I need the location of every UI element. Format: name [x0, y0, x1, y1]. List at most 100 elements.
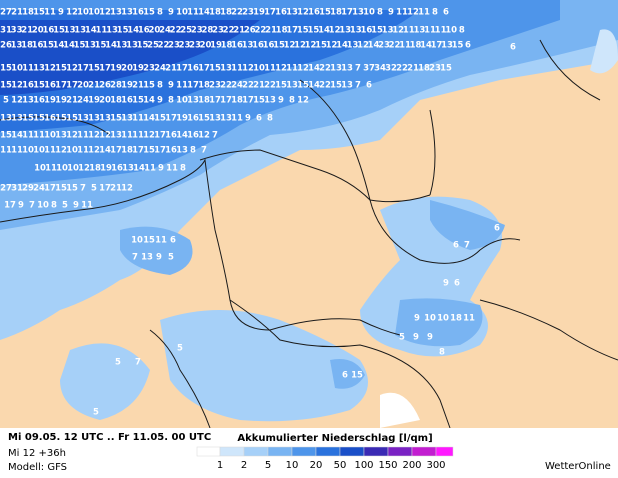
- precip-value: 15: [88, 64, 100, 74]
- precip-value: 15: [55, 114, 67, 124]
- precip-value: 17: [77, 64, 89, 74]
- precip-value: 14: [127, 26, 139, 36]
- precip-value: 13: [77, 114, 89, 124]
- legend-swatch: [196, 446, 221, 457]
- precip-value: 15: [307, 26, 319, 36]
- precip-value: 13: [11, 41, 23, 51]
- precip-value: 15: [371, 26, 383, 36]
- precip-value: 24: [231, 81, 243, 91]
- precip-value: 12: [88, 146, 100, 156]
- legend-level: 2: [241, 460, 247, 471]
- precip-value: 11: [121, 131, 133, 141]
- precip-value: 14: [420, 41, 432, 51]
- precip-value: 6: [494, 224, 500, 234]
- precip-value: 18: [231, 96, 243, 106]
- precip-value: 17: [132, 146, 144, 156]
- precip-value: 9: [156, 253, 162, 263]
- precip-value: 11: [44, 8, 56, 18]
- precip-value: 19: [132, 64, 144, 74]
- precip-value: 13: [341, 81, 353, 91]
- precip-value: 9: [413, 333, 419, 343]
- precip-value: 23: [242, 8, 254, 18]
- precip-value: 13: [339, 26, 351, 36]
- precip-value: 8: [157, 8, 163, 18]
- precip-value: 17: [198, 64, 210, 74]
- precip-value: 12: [407, 8, 419, 18]
- precip-value: 11: [132, 131, 144, 141]
- precip-value: 22: [231, 8, 243, 18]
- precip-value: 8: [439, 348, 445, 358]
- precip-value: 14: [53, 41, 65, 51]
- precip-value: 17: [154, 131, 166, 141]
- precip-value: 15: [0, 81, 12, 91]
- precip-value: 12: [66, 8, 78, 18]
- precip-value: 10: [37, 201, 49, 211]
- precip-value: 27: [0, 184, 12, 194]
- precip-value: 19: [110, 64, 122, 74]
- precip-value: 24: [33, 184, 45, 194]
- precip-value: 12: [66, 64, 78, 74]
- precip-value: 14: [308, 64, 320, 74]
- precip-value: 23: [212, 26, 224, 36]
- precip-value: 11: [435, 26, 447, 36]
- precip-value: 20: [200, 41, 212, 51]
- precip-value: 13: [116, 41, 128, 51]
- precip-value: 11: [11, 146, 23, 156]
- legend-swatch: [267, 446, 293, 457]
- legend-level: 5: [265, 460, 271, 471]
- precip-value: 22: [264, 81, 276, 91]
- precip-value: 22: [254, 26, 266, 36]
- precip-value: 18: [330, 8, 342, 18]
- precip-value: 17: [187, 81, 199, 91]
- model-run: Mi 12 +36h: [8, 448, 66, 459]
- precip-value: 13: [220, 114, 232, 124]
- precip-value: 19: [176, 114, 188, 124]
- precip-value: 13: [121, 8, 133, 18]
- precip-value: 6: [256, 114, 262, 124]
- precip-value: 15: [275, 81, 287, 91]
- precip-value: 24: [77, 96, 89, 106]
- precip-value: 22: [158, 41, 170, 51]
- precip-value: 19: [55, 96, 67, 106]
- precip-value: 15: [66, 114, 78, 124]
- precip-value: 12: [357, 41, 369, 51]
- precip-value: 7: [212, 131, 218, 141]
- legend-level: 200: [402, 460, 421, 471]
- precip-value: 20: [148, 26, 160, 36]
- precip-value: 5: [91, 184, 97, 194]
- precip-value: 13: [121, 114, 133, 124]
- precip-value: 6: [366, 81, 372, 91]
- precip-value: 16: [138, 26, 150, 36]
- precip-value: 13: [441, 41, 453, 51]
- precip-value: 6: [453, 241, 459, 251]
- precip-value: 11: [463, 314, 475, 324]
- precip-value: 15: [315, 41, 327, 51]
- precip-value: 11: [403, 26, 415, 36]
- precip-value: 11: [418, 8, 430, 18]
- precip-value: 11: [264, 64, 276, 74]
- precip-value: 22: [170, 26, 182, 36]
- precip-value: 15: [297, 81, 309, 91]
- precip-value: 17: [4, 201, 16, 211]
- precip-value: 15: [117, 26, 129, 36]
- precip-value: 14: [176, 131, 188, 141]
- precip-value: 5: [399, 333, 405, 343]
- precip-value: 10: [437, 314, 449, 324]
- map-number-labels: 27 21 18 15 11 9 12 10 10 12 13 13 16 15 8 9 10 11 14 18 18 2…: [0, 8, 516, 418]
- precip-value: 17: [110, 146, 122, 156]
- precip-value: 18: [89, 164, 101, 174]
- precip-value: 7: [132, 253, 138, 263]
- precip-value: 15: [74, 41, 86, 51]
- precip-value: 17: [286, 26, 298, 36]
- precip-value: 15: [143, 146, 155, 156]
- precip-value: 13: [110, 8, 122, 18]
- precip-value: 5: [3, 96, 9, 106]
- precip-value: 10: [253, 64, 265, 74]
- precip-value: 18: [198, 96, 210, 106]
- precip-value: 6: [170, 236, 176, 246]
- precip-value: 25: [180, 26, 192, 36]
- brand: WetterOnline: [545, 461, 611, 472]
- precip-value: 17: [341, 8, 353, 18]
- precip-value: 10: [56, 164, 68, 174]
- precip-value: 23: [179, 41, 191, 51]
